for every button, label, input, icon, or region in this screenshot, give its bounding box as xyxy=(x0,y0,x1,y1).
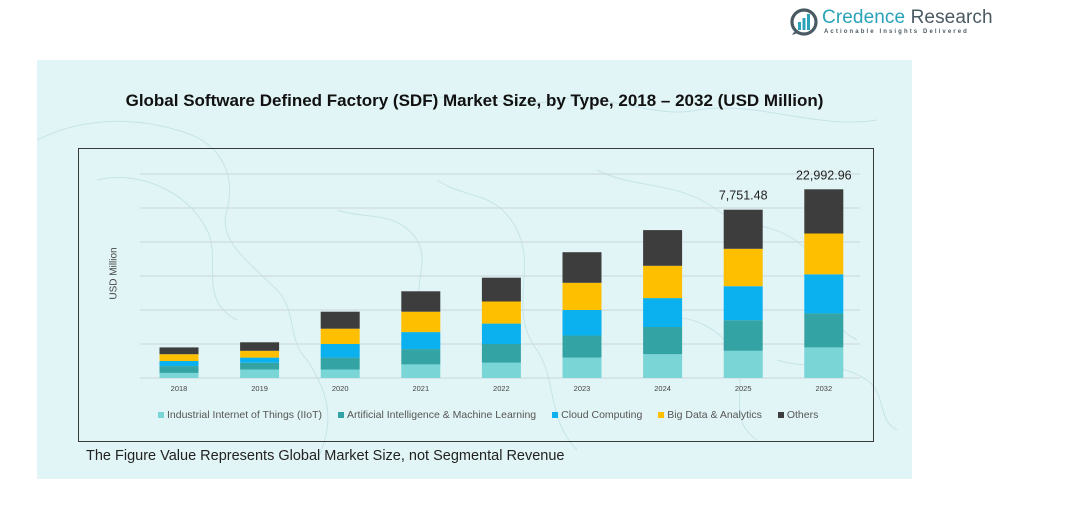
bar-segment xyxy=(804,274,844,314)
legend-swatch xyxy=(552,412,559,418)
bar-segment xyxy=(562,282,602,310)
bar-segment xyxy=(159,347,199,355)
chart-legend: Industrial Internet of Things (IIoT) Art… xyxy=(158,409,818,421)
logo-brand-primary: Credence xyxy=(822,7,906,28)
bar-segment xyxy=(643,327,683,355)
bar-segment xyxy=(240,357,280,363)
bar-segment xyxy=(240,362,280,370)
legend-label: Artificial Intelligence & Machine Learni… xyxy=(347,409,537,421)
bar-segment xyxy=(481,362,521,378)
legend-item-cloud: Cloud Computing xyxy=(552,409,642,421)
bar-segment xyxy=(723,350,763,378)
x-tick-label: 2021 xyxy=(412,384,429,393)
bar-segment xyxy=(643,354,683,378)
x-tick-label: 2022 xyxy=(493,384,510,393)
legend-item-others: Others xyxy=(777,409,819,421)
bar-segment xyxy=(240,350,280,358)
bar-segment xyxy=(159,372,199,378)
bar-segment xyxy=(320,357,360,370)
legend-label: Others xyxy=(786,409,819,421)
legend-swatch xyxy=(158,412,164,418)
bar-segment xyxy=(240,369,280,378)
legend-swatch xyxy=(338,412,345,418)
bar-segment xyxy=(320,369,360,378)
legend-item-iiot: Industrial Internet of Things (IIoT) xyxy=(158,409,322,421)
bar-segment xyxy=(159,354,199,361)
bar-segment xyxy=(804,313,844,348)
credence-research-logo: Credence Research Actionable Insights De… xyxy=(788,6,993,40)
x-tick-label: 2024 xyxy=(654,384,671,393)
bar-segment xyxy=(401,291,441,312)
bar-segment xyxy=(320,328,360,344)
y-axis-label: USD Million xyxy=(108,247,120,300)
footnote: The Figure Value Represents Global Marke… xyxy=(86,448,565,464)
bar-segment xyxy=(320,344,360,358)
logo-tagline: Actionable Insights Delivered xyxy=(824,29,969,35)
bar-segment xyxy=(562,335,602,358)
bar-segment xyxy=(643,298,683,327)
bar-segment xyxy=(723,248,763,287)
bar-chart-speech-bubble-icon xyxy=(790,8,818,36)
bar-segment xyxy=(643,265,683,299)
bar-segment xyxy=(643,230,683,266)
bar-segment xyxy=(240,342,280,351)
legend-label: Big Data & Analytics xyxy=(667,409,762,421)
chart-title: Global Software Defined Factory (SDF) Ma… xyxy=(125,91,824,110)
legend-label: Cloud Computing xyxy=(561,409,643,421)
bar-segment xyxy=(723,320,763,351)
legend-item-big-data: Big Data & Analytics xyxy=(658,409,762,421)
bar-segment xyxy=(401,349,441,365)
legend-label: Industrial Internet of Things (IIoT) xyxy=(167,409,323,421)
legend-swatch xyxy=(777,412,784,418)
x-tick-label: 2019 xyxy=(251,384,268,393)
bar-segment xyxy=(804,233,844,275)
bar-segment xyxy=(320,311,360,329)
data-label: 22,992.96 xyxy=(796,168,852,182)
bar-segment xyxy=(562,252,602,283)
bar-segment xyxy=(804,347,844,378)
bar-segment xyxy=(562,310,602,336)
bar-segment xyxy=(804,189,844,234)
bar-segment xyxy=(401,311,441,333)
x-tick-label: 2023 xyxy=(574,384,591,393)
x-tick-label: 2032 xyxy=(815,384,832,393)
x-tick-label: 2020 xyxy=(332,384,349,393)
bar-segment xyxy=(723,286,763,321)
x-tick-label: 2018 xyxy=(171,384,188,393)
bar-segment xyxy=(159,361,199,367)
bar-segment xyxy=(401,332,441,350)
data-label: 7,751.48 xyxy=(719,189,768,203)
bar-segment xyxy=(401,364,441,378)
x-tick-label: 2025 xyxy=(735,384,752,393)
logo-brand-secondary: Research xyxy=(910,7,993,28)
plot-frame xyxy=(78,148,874,442)
bar-segment xyxy=(723,209,763,249)
bar-segment xyxy=(481,301,521,324)
chart-panel xyxy=(37,60,912,479)
bar-segment xyxy=(159,366,199,373)
bar-segment xyxy=(481,277,521,302)
legend-item-ai-ml: Artificial Intelligence & Machine Learni… xyxy=(338,409,536,421)
bar-segment xyxy=(481,323,521,344)
legend-swatch xyxy=(658,412,665,418)
bar-segment xyxy=(562,357,602,378)
logo-brand-name: Credence Research xyxy=(822,7,993,29)
bar-segment xyxy=(481,344,521,363)
